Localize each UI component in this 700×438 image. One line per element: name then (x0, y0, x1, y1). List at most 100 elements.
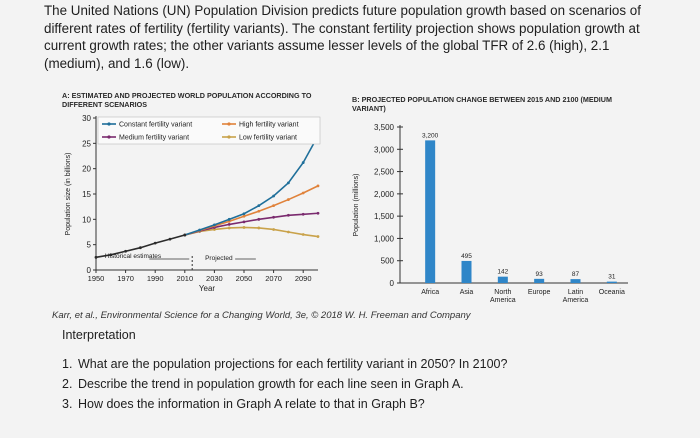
chart-b-y-tick-label: 3,000 (374, 145, 395, 154)
question-item: 2. Describe the trend in population growt… (62, 377, 507, 391)
historical-line-point (139, 246, 142, 250)
bar-value-label: 142 (497, 269, 508, 276)
series-line-medium (184, 212, 319, 236)
bar-category-label: Latin America (563, 289, 589, 304)
chart-a-x-tick-label: 2090 (295, 274, 312, 283)
legend-label-constant: Constant fertility variant (119, 122, 192, 129)
chart-a-title: A: ESTIMATED AND PROJECTED WORLD POPULAT… (62, 91, 312, 109)
chart-b-y-tick-label: 1,500 (374, 212, 395, 221)
chart-a-x-tick-label: 2070 (265, 274, 282, 283)
question-text: Describe the trend in population growth … (78, 377, 464, 391)
chart-a-y-label: Population size (in billions) (65, 153, 72, 236)
question-number: 3. (62, 397, 73, 411)
chart-a-y-tick-label: 20 (82, 165, 91, 174)
historical-line-point (109, 253, 113, 257)
chart-a-y-tick-label: 5 (87, 241, 92, 250)
legend-marker-medium (107, 135, 111, 139)
chart-b-y-label: Population (millions) (353, 173, 360, 236)
bar-value-label: 87 (572, 271, 580, 278)
bar-category-label: Europe (528, 289, 551, 296)
series-line-high-point (272, 204, 275, 208)
series-line-constant (184, 135, 319, 236)
historical-line-point (153, 241, 157, 245)
bar-category-label: Africa (421, 289, 439, 296)
question-item: 1. What are the population projections fo… (62, 357, 507, 371)
chart-a-x-tick-label: 2050 (236, 274, 253, 283)
series-line-medium-point (242, 220, 246, 224)
historical-annotation: Historical estimates (105, 253, 162, 260)
section-heading: Interpretation (62, 328, 136, 342)
series-line-constant-point (213, 223, 216, 227)
series-line-medium-point (227, 223, 231, 226)
series-line-low-point (272, 228, 275, 231)
legend-marker-constant (107, 122, 111, 126)
series-line-high-point (227, 219, 231, 223)
charts-canvas: 0 5 10 15 20 25 30 1950 1970 1990 2010 2030 2050 2070… (65, 114, 628, 304)
series-line-low-point (257, 226, 261, 230)
bar-category-label: North America (490, 289, 516, 304)
bar-value-label: 31 (608, 274, 616, 281)
bar-3 (534, 278, 545, 283)
series-line-constant-point (242, 212, 246, 216)
figure-credit: Karr, et al., Environmental Science for … (52, 310, 471, 321)
legend-label-high: High fertility variant (239, 122, 299, 129)
chart-b-y-tick-label: 3,500 (374, 123, 395, 132)
series-line-high-point (287, 198, 290, 201)
bar-5 (606, 281, 617, 283)
chart-a-y-tick-label: 25 (82, 139, 91, 148)
series-line-medium-point (316, 211, 320, 215)
legend-marker-high (227, 122, 231, 126)
bar-category-label: Asia (460, 289, 474, 296)
series-line-medium-point (257, 217, 261, 221)
series-line-high-point (301, 191, 305, 195)
chart-a-legend (97, 116, 321, 145)
chart-a-y-tick-label: 15 (82, 190, 91, 199)
bar-category-label: Oceania (599, 289, 625, 296)
series-line-constant-point (287, 181, 290, 185)
series-line-low-point (301, 233, 305, 236)
intro-text: The United Nations (UN) Population Divis… (44, 3, 641, 71)
chart-b-y-tick-label: 2,000 (374, 190, 395, 199)
series-line-high-point (316, 184, 320, 188)
chart-b-y-tick-label: 2,500 (374, 168, 395, 177)
chart-b-title: B: PROJECTED POPULATION CHANGE BETWEEN 2… (352, 95, 612, 113)
historical-line-point (168, 237, 172, 241)
projected-annotation: Projected (205, 255, 233, 262)
series-line-medium-point (301, 212, 305, 216)
bar-0 (425, 140, 436, 283)
series-line-constant-point (198, 228, 202, 232)
series-line-constant-point (257, 204, 261, 208)
chart-a-x-tick-label: 1990 (147, 274, 164, 283)
question-text: What are the population projections for … (78, 357, 508, 371)
legend-label-low: Low fertility variant (239, 135, 297, 142)
chart-a-x-tick-label: 1950 (88, 274, 105, 283)
series-line-low-point (213, 228, 216, 231)
bar-1 (461, 260, 472, 283)
series-line-low-point (316, 235, 320, 238)
series-line-constant-point (227, 217, 231, 221)
chart-a-x-tick-label: 2030 (206, 274, 223, 283)
chart-a-y-tick-label: 30 (82, 114, 91, 123)
question-item: 3. How does the information in Graph A re… (62, 397, 507, 411)
question-list: 1. What are the population projections fo… (62, 357, 507, 417)
chart-a-y-tick-label: 0 (87, 266, 92, 275)
series-line-medium-point (287, 213, 290, 217)
chart-a-x-tick-label: 1970 (117, 274, 134, 283)
chart-a-x-tick-label: 2010 (176, 274, 193, 283)
historical-line-point (183, 233, 187, 237)
bar-2 (497, 276, 508, 283)
chart-b-y-tick-label: 1,000 (374, 234, 395, 243)
series-line-medium-point (272, 215, 275, 219)
series-line-constant-point (272, 194, 275, 198)
series-line-high-point (257, 209, 261, 213)
series-line-constant-point (301, 161, 305, 164)
legend-label-medium: Medium fertility variant (119, 135, 189, 142)
historical-line-point (94, 255, 98, 259)
bar-value-label: 93 (536, 271, 544, 278)
legend-marker-low (227, 135, 231, 139)
series-line-low (184, 226, 319, 238)
question-number: 2. (62, 377, 73, 391)
question-text: How does the information in Graph A rela… (78, 397, 425, 411)
series-line-low-point (227, 226, 231, 230)
chart-a-x-label: Year (199, 284, 216, 293)
